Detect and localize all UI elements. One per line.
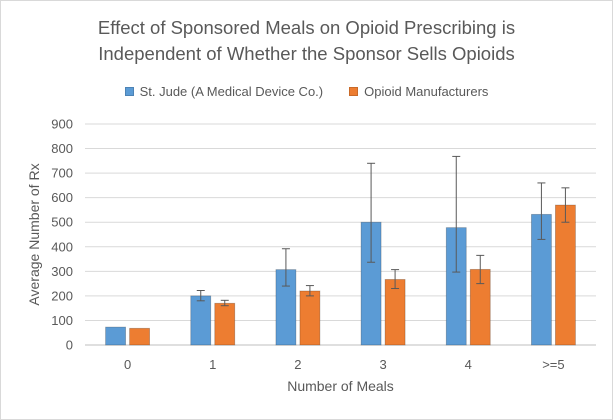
chart-title: Effect of Sponsored Meals on Opioid Pres…: [1, 15, 612, 67]
bar-opioid-manufacturers: [384, 279, 406, 346]
bar-opioid-manufacturers: [555, 204, 576, 346]
chart-title-line-2: Independent of Whether the Sponsor Sells…: [98, 43, 515, 64]
bar-st-jude: [190, 295, 212, 346]
y-tick-label: 600: [51, 190, 73, 205]
y-tick-label: 500: [51, 215, 73, 230]
legend-item-opioid-manufacturers: Opioid Manufacturers: [349, 84, 488, 99]
legend-swatch-st-jude: [124, 87, 134, 96]
bar-opioid-manufacturers: [214, 302, 236, 346]
y-axis-title: Average Number of Rx: [26, 163, 42, 305]
x-axis-title: Number of Meals: [287, 378, 394, 394]
legend-item-st-jude: St. Jude (A Medical Device Co.): [124, 84, 324, 99]
y-tick-label: 700: [51, 166, 73, 181]
y-tick-label: 800: [51, 141, 73, 156]
y-tick-label: 0: [66, 338, 73, 353]
y-tick-label: 100: [51, 313, 73, 328]
bar-st-jude: [105, 326, 126, 346]
bar-opioid-manufacturers: [299, 290, 321, 346]
x-tick-label: 3: [379, 357, 386, 372]
legend-label-st-jude: St. Jude (A Medical Device Co.): [139, 84, 324, 99]
y-tick-label: 900: [51, 117, 73, 132]
x-tick-label: 4: [465, 357, 472, 372]
y-tick-label: 300: [51, 264, 73, 279]
x-tick-label: >=5: [542, 357, 564, 372]
legend-swatch-opioid-manufacturers: [349, 87, 359, 96]
chart-title-line-1: Effect of Sponsored Meals on Opioid Pres…: [97, 17, 516, 38]
y-tick-label: 200: [51, 288, 73, 303]
legend-label-opioid-manufacturers: Opioid Manufacturers: [364, 84, 489, 99]
x-tick-label: 2: [294, 357, 301, 372]
y-tick-label: 400: [51, 239, 73, 254]
x-tick-label: 0: [124, 357, 131, 372]
x-tick-label: 1: [209, 357, 216, 372]
bar-opioid-manufacturers: [129, 327, 150, 346]
chart-legend: St. Jude (A Medical Device Co.) Opioid M…: [1, 84, 612, 99]
